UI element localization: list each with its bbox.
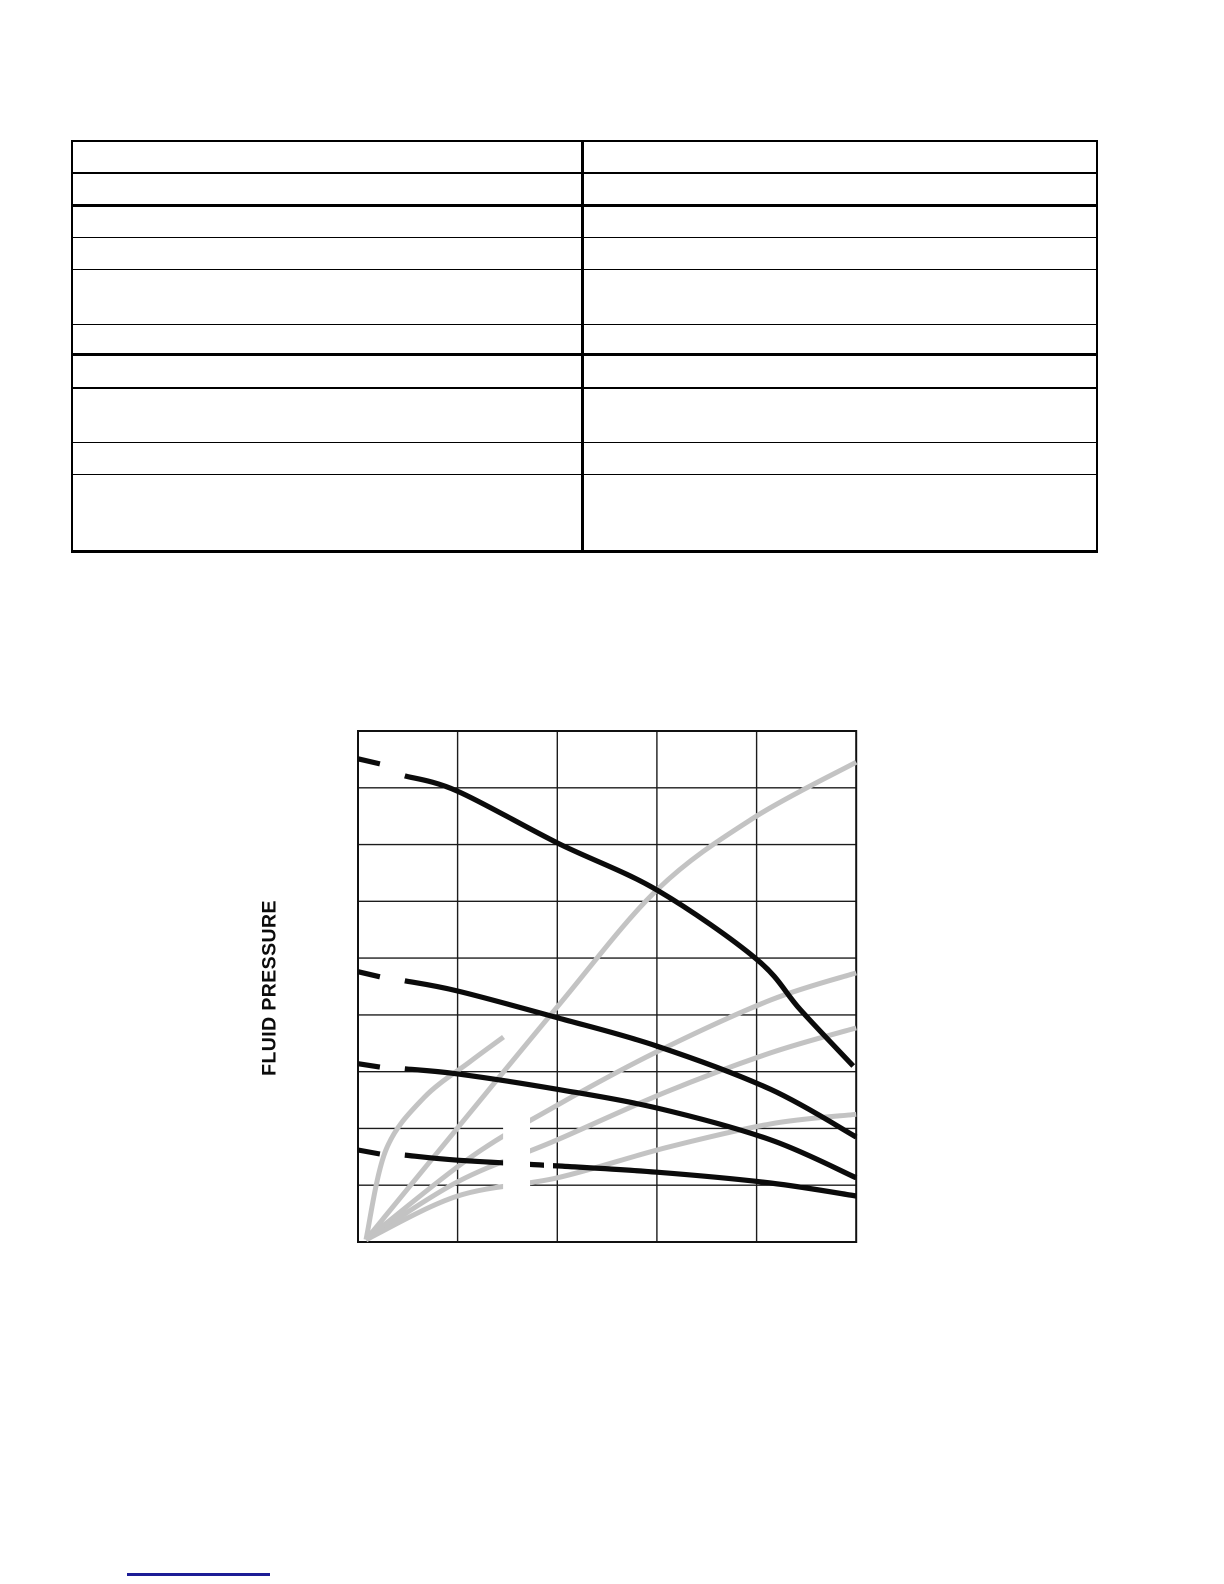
gray-curve-3: [364, 1025, 857, 1242]
black-curve-2: [357, 969, 858, 1140]
black-curve-1: [357, 756, 856, 1068]
table-row: [73, 142, 1096, 174]
specifications-table: [71, 140, 1098, 553]
table-cell-left: [73, 207, 584, 237]
black-curve-1-start-dash: [357, 756, 381, 767]
table-cell-left: [73, 142, 584, 172]
table-cell-left: [73, 174, 584, 204]
table-row: [73, 443, 1096, 475]
black-curve-2-start-dash: [357, 969, 381, 980]
table-cell-left: [73, 443, 584, 474]
gray-curve-1: [364, 760, 858, 1242]
table-cell-left: [73, 238, 584, 269]
whiteout-band: [503, 1098, 530, 1208]
table-row: [73, 389, 1096, 443]
gray-curve-steep-short: [363, 1034, 505, 1241]
footer-link-rule[interactable]: [127, 1573, 270, 1576]
table-cell-left: [73, 356, 584, 387]
black-curve-3-start-dash: [357, 1061, 381, 1070]
table-cell-left: [73, 389, 584, 442]
whiteout-band: [544, 1149, 553, 1173]
table-row: [73, 207, 1096, 238]
chart-border: [357, 730, 858, 1243]
table-row: [73, 475, 1096, 550]
black-curve-4: [357, 1147, 857, 1199]
table-row: [73, 174, 1096, 207]
table-cell-left: [73, 270, 584, 324]
table-row: [73, 356, 1096, 389]
gray-curve-2: [364, 970, 857, 1242]
black-curve-3: [357, 1061, 858, 1181]
table-row: [73, 270, 1096, 325]
table-row: [73, 238, 1096, 270]
gray-curve-4: [364, 1111, 857, 1242]
black-curve-4-start-dash: [357, 1147, 381, 1157]
table-cell-left: [73, 325, 584, 353]
table-cell-left: [73, 475, 584, 550]
table-row: [73, 325, 1096, 356]
